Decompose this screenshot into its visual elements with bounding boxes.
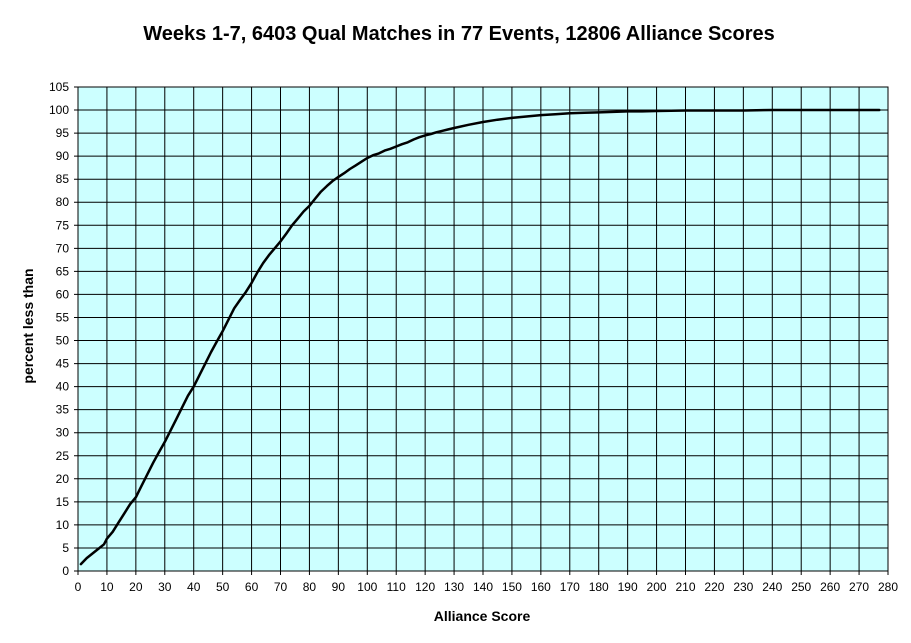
y-tick-label: 35: [56, 403, 70, 417]
x-tick-label: 260: [820, 580, 840, 594]
x-tick-label: 160: [531, 580, 551, 594]
series-line: [79, 108, 881, 566]
y-tick-label: 10: [56, 518, 70, 532]
y-tick-label: 50: [56, 334, 70, 348]
y-axis-ticks: 0 5 10 15 20 25 30 35 40 45 50 55 60 65 70 75 80 85 90 95 10…: [49, 80, 69, 578]
y-tick-label: 95: [56, 126, 70, 140]
x-tick-label: 150: [502, 580, 522, 594]
x-tick-label: 20: [129, 580, 143, 594]
y-tick-label: 30: [56, 426, 70, 440]
x-tick-label: 190: [618, 580, 638, 594]
y-tick-label: 15: [56, 495, 70, 509]
y-tick-label: 45: [56, 357, 70, 371]
y-tick-label: 40: [56, 380, 70, 394]
y-tick-label: 20: [56, 472, 70, 486]
y-axis-label: percent less than: [20, 268, 36, 383]
x-tick-label: 90: [332, 580, 346, 594]
x-tick-label: 130: [444, 580, 464, 594]
x-tick-label: 270: [849, 580, 869, 594]
y-tick-label: 105: [49, 80, 69, 94]
x-tick-label: 30: [158, 580, 172, 594]
y-tick-label: 80: [56, 195, 70, 209]
x-tick-label: 240: [762, 580, 782, 594]
x-tick-label: 120: [415, 580, 435, 594]
y-tick-label: 70: [56, 241, 70, 255]
x-tick-label: 280: [878, 580, 898, 594]
x-axis-label: Alliance Score: [434, 608, 531, 624]
x-tick-label: 50: [216, 580, 230, 594]
y-tick-label: 90: [56, 149, 70, 163]
x-tick-label: 110: [387, 580, 406, 594]
x-tick-label: 210: [675, 580, 695, 594]
x-axis-ticks: 0 10 20 30 40 50 60 70 80 90 100 110 120 130 140 150 160…: [75, 580, 899, 594]
y-tick-label: 65: [56, 264, 70, 278]
x-tick-label: 100: [357, 580, 377, 594]
x-tick-label: 250: [791, 580, 811, 594]
y-tick-label: 55: [56, 310, 70, 324]
x-tick-label: 140: [473, 580, 493, 594]
chart-title: Weeks 1-7, 6403 Qual Matches in 77 Event…: [143, 23, 774, 45]
x-tick-label: 220: [704, 580, 724, 594]
x-tick-label: 70: [274, 580, 288, 594]
x-tick-label: 180: [589, 580, 609, 594]
x-tick-label: 200: [647, 580, 667, 594]
x-tick-label: 40: [187, 580, 201, 594]
y-tick-label: 75: [56, 218, 70, 232]
x-tick-label: 60: [245, 580, 259, 594]
gridlines: [74, 86, 889, 575]
y-tick-label: 60: [56, 287, 70, 301]
y-tick-label: 0: [62, 564, 69, 578]
x-tick-label: 230: [733, 580, 753, 594]
y-tick-label: 85: [56, 172, 70, 186]
y-tick-label: 5: [62, 541, 69, 555]
x-tick-label: 170: [560, 580, 580, 594]
x-tick-label: 80: [303, 580, 317, 594]
y-tick-label: 25: [56, 449, 70, 463]
x-tick-label: 0: [75, 580, 82, 594]
x-tick-label: 10: [100, 580, 114, 594]
y-tick-label: 100: [49, 103, 69, 117]
